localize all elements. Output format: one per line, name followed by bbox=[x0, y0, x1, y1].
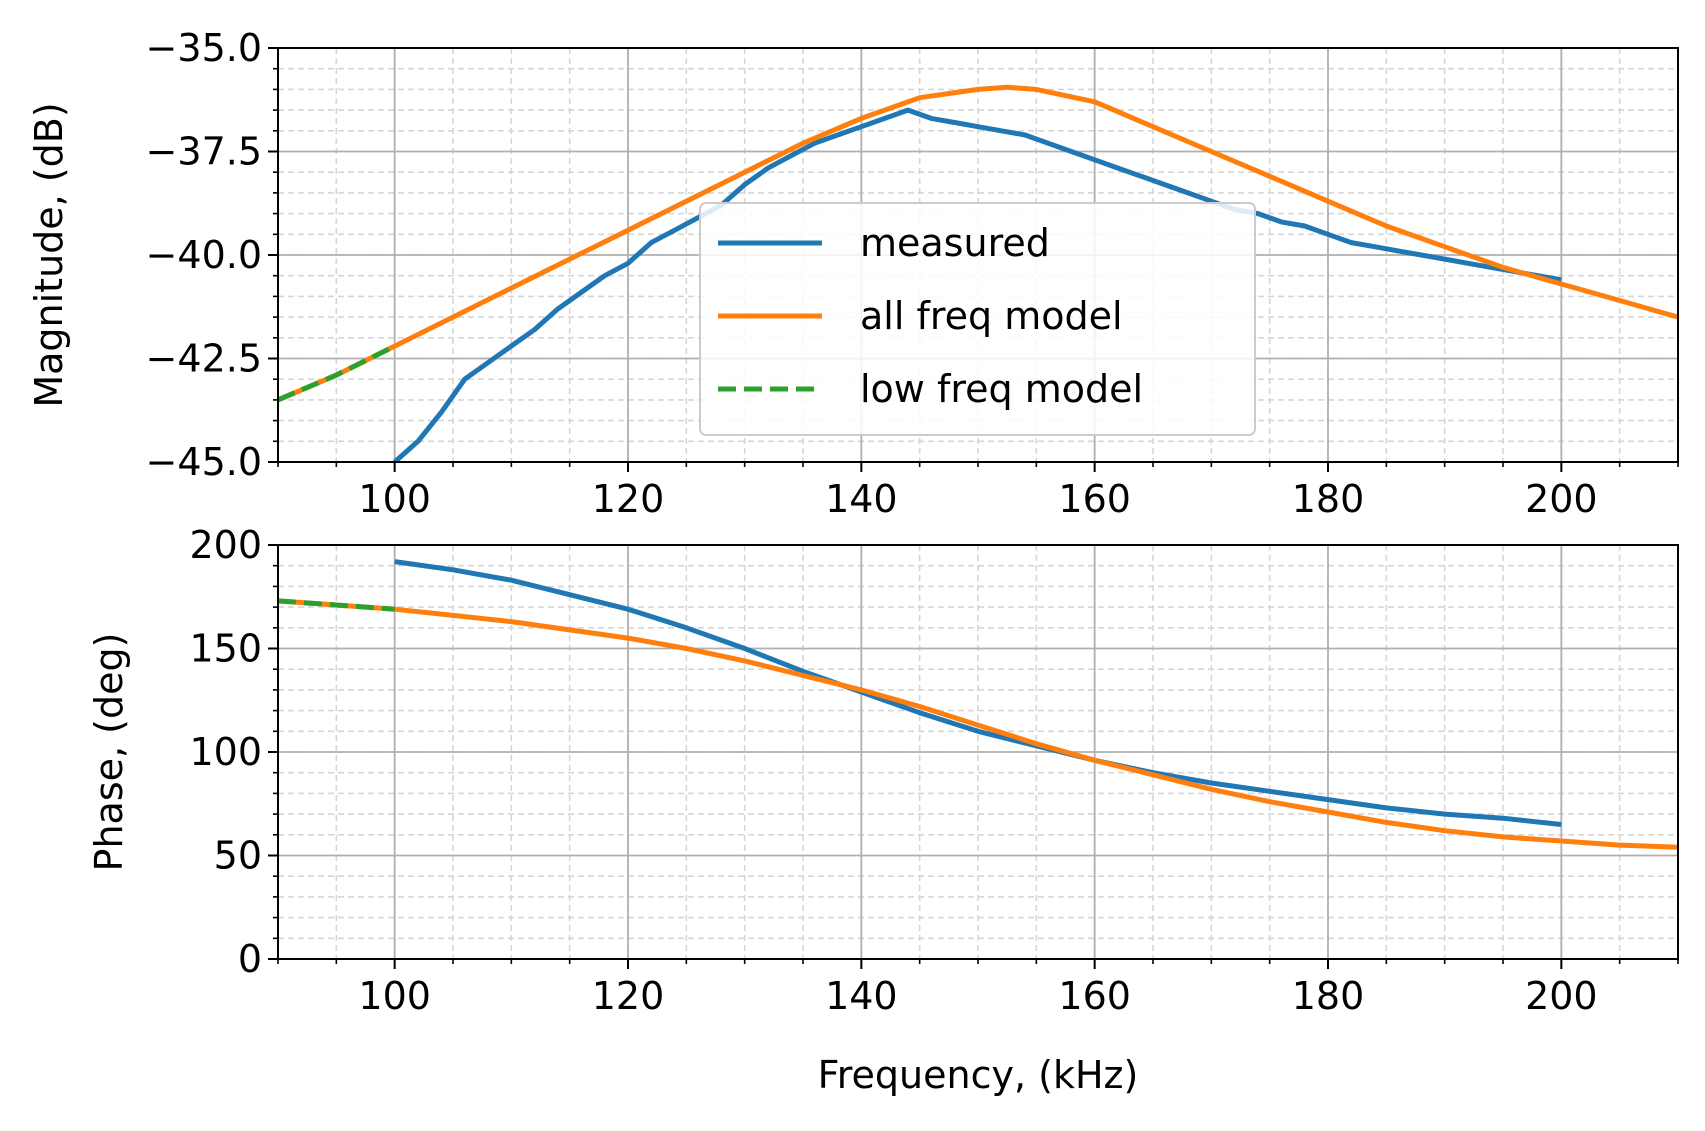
x-tick-label: 160 bbox=[1058, 477, 1131, 521]
series-group bbox=[278, 84, 1678, 462]
grid bbox=[277, 544, 1679, 960]
x-tick-label: 200 bbox=[1525, 477, 1598, 521]
series-group bbox=[278, 559, 1678, 850]
series-line-all-freq-model bbox=[278, 598, 1678, 850]
x-axis-label: Frequency, (kHz) bbox=[818, 1053, 1139, 1097]
x-tick-label: 140 bbox=[825, 477, 898, 521]
series-line-measured bbox=[393, 107, 1562, 462]
y-axis-label: Magnitude, (dB) bbox=[27, 102, 71, 407]
legend-label: low freq model bbox=[860, 367, 1143, 411]
y-tick-label: 0 bbox=[238, 937, 262, 981]
x-tick-label: 120 bbox=[592, 974, 665, 1018]
x-tick-label: 120 bbox=[592, 477, 665, 521]
x-tick-label: 100 bbox=[358, 477, 431, 521]
y-tick-label: −35.0 bbox=[146, 26, 262, 70]
y-tick-label: −45.0 bbox=[146, 440, 262, 484]
x-tick-label: 140 bbox=[825, 974, 898, 1018]
ticks: 100 120 140 160 180 200 0 50 100 150 200 bbox=[189, 523, 1679, 1018]
x-tick-label: 180 bbox=[1292, 974, 1365, 1018]
phase-panel: 100 120 140 160 180 200 0 50 100 150 200 Phase, (de… bbox=[87, 523, 1679, 1097]
y-tick-label: −37.5 bbox=[146, 130, 262, 174]
ticks: 100 120 140 160 180 200 −45.0 −42.5 −40.0 −37.5 −3… bbox=[146, 26, 1679, 521]
y-tick-label: 150 bbox=[189, 627, 262, 671]
x-tick-label: 100 bbox=[358, 974, 431, 1018]
x-tick-label: 160 bbox=[1058, 974, 1131, 1018]
x-tick-label: 200 bbox=[1525, 974, 1598, 1018]
series-line-all-freq-model bbox=[278, 84, 1678, 403]
y-tick-label: −40.0 bbox=[146, 233, 262, 277]
series-line-low-freq-model bbox=[278, 343, 396, 403]
x-tick-label: 180 bbox=[1292, 477, 1365, 521]
y-tick-label: 200 bbox=[189, 523, 262, 567]
legend-label: all freq model bbox=[860, 294, 1123, 338]
y-tick-label: 50 bbox=[214, 834, 262, 878]
legend: measured all freq model low freq model bbox=[699, 202, 1256, 436]
y-axis-label: Phase, (deg) bbox=[87, 633, 131, 872]
magnitude-panel: 100 120 140 160 180 200 −45.0 −42.5 −40.0 −37.5 −3… bbox=[27, 26, 1679, 521]
legend-label: measured bbox=[860, 221, 1050, 265]
series-line-measured bbox=[394, 559, 1562, 827]
y-tick-label: 100 bbox=[189, 730, 262, 774]
legend-box bbox=[699, 202, 1256, 436]
y-tick-label: −42.5 bbox=[146, 337, 262, 381]
series-line-low-freq-model bbox=[278, 598, 395, 612]
